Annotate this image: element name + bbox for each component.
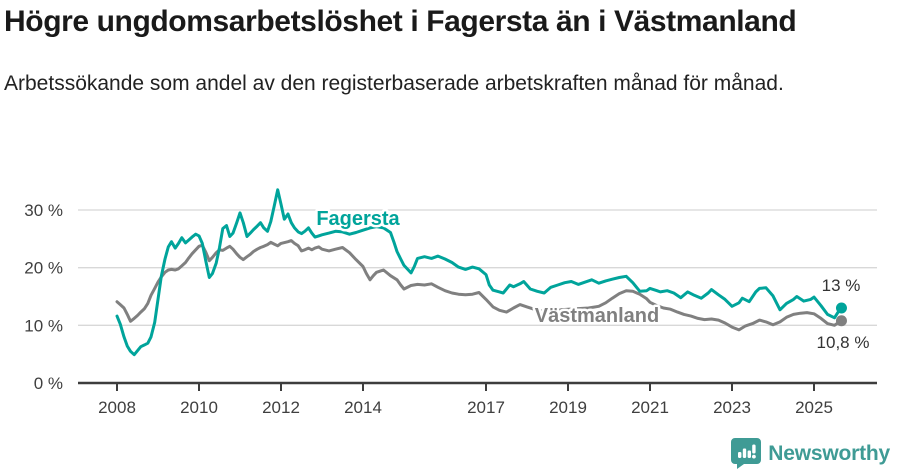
line-chart: 0 % 10 % 20 % 30 % 2008 2010 2012 2014 2017 2019 2… [24,188,877,417]
vastmanland-end-dot [835,315,847,327]
y-tick-label-0: 0 % [34,374,63,393]
x-tick-label-2025: 2025 [795,398,833,417]
x-tick-label-2017: 2017 [467,398,505,417]
newsworthy-logo[interactable]: Newsworthy [731,438,890,469]
vastmanland-series-label: Västmanland [535,305,659,327]
newsworthy-icon [731,438,762,469]
data-series [115,188,847,357]
chart-labels: 0 % 10 % 20 % 30 % 2008 2010 2012 2014 2017 2019 2… [24,201,869,417]
x-tick-label-2008: 2008 [98,398,136,417]
fagersta-end-value-label: 13 % [822,276,861,295]
y-tick-label-20: 20 % [24,259,63,278]
page-title: Högre ungdomsarbetslöshet i Fagersta än … [4,5,797,38]
x-tick-label-2012: 2012 [262,398,300,417]
fagersta-end-dot [835,302,847,314]
y-tick-label-30: 30 % [24,201,63,220]
x-tick-label-2021: 2021 [631,398,669,417]
x-tick-label-2010: 2010 [180,398,218,417]
newsworthy-wordmark: Newsworthy [768,441,890,465]
x-tick-label-2019: 2019 [549,398,587,417]
vastmanland-end-value-label: 10,8 % [817,333,870,352]
fagersta-line [115,188,843,357]
chart-subtitle: Arbetssökande som andel av den registerb… [4,72,784,95]
x-tick-label-2014: 2014 [344,398,382,417]
vastmanland-line [115,239,843,332]
axes [78,381,877,391]
fagersta-series-label: Fagersta [316,208,400,230]
y-tick-label-10: 10 % [24,316,63,335]
x-tick-label-2023: 2023 [713,398,751,417]
